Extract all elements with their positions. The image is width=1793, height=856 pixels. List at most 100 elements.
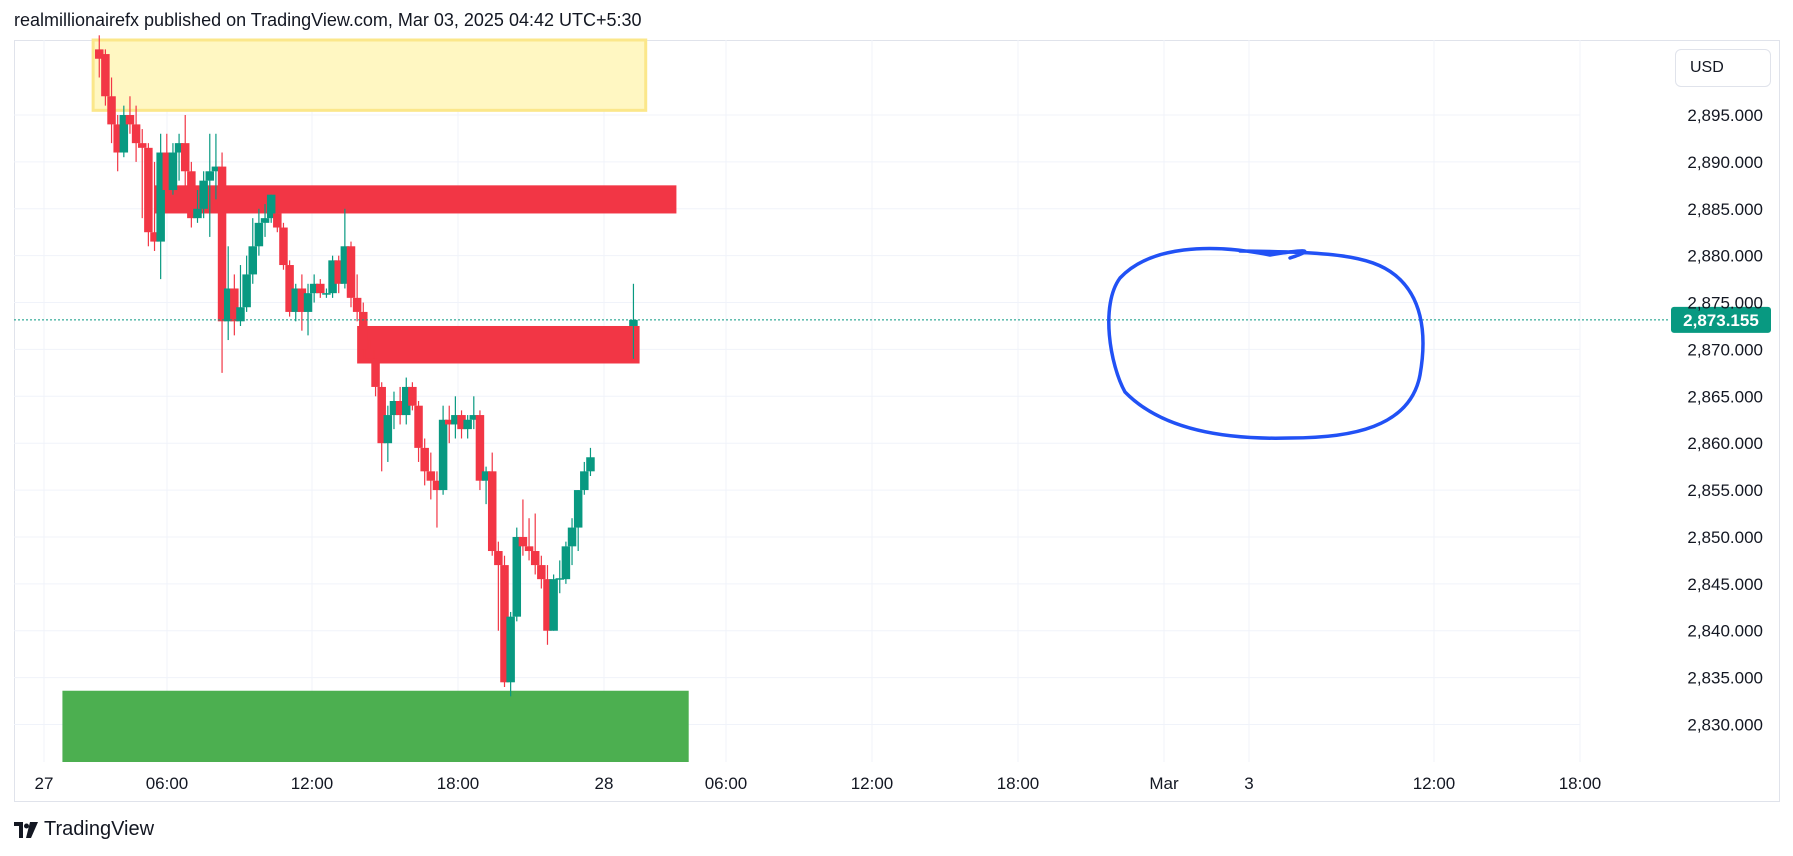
publisher-line: realmillionairefx published on TradingVi… <box>14 10 642 30</box>
candle-body <box>187 171 196 219</box>
candle-body <box>340 246 350 284</box>
x-tick-label: 27 <box>35 774 54 793</box>
candle-body <box>242 274 251 308</box>
x-tick-label: 28 <box>595 774 614 793</box>
candle-body <box>266 194 276 219</box>
candle-body <box>285 265 294 312</box>
candle-body <box>119 115 129 153</box>
candle-body <box>469 415 479 420</box>
candle-body <box>150 232 159 242</box>
candle-body <box>168 152 178 191</box>
candle-body <box>334 260 343 284</box>
x-tick-label: 12:00 <box>851 774 894 793</box>
candle-body <box>567 527 577 547</box>
candle-body <box>549 579 558 631</box>
candle-body <box>506 616 515 683</box>
candle-body <box>494 551 503 566</box>
candle-body <box>629 319 638 326</box>
candle-body <box>383 415 393 444</box>
candle-body <box>217 166 227 322</box>
candle-body <box>174 143 184 153</box>
y-tick-label: 2,860.000 <box>1687 434 1763 453</box>
y-tick-label: 2,865.000 <box>1687 387 1763 406</box>
candle-body <box>352 297 362 312</box>
x-tick-label: Mar <box>1149 774 1179 793</box>
y-tick-label: 2,850.000 <box>1687 528 1763 547</box>
candle-body <box>144 147 153 233</box>
candle-body <box>223 288 233 322</box>
candle-body <box>537 565 546 580</box>
candle-body <box>395 401 405 416</box>
candle-body <box>365 349 374 359</box>
candle-body <box>475 415 485 481</box>
y-tick-label: 2,880.000 <box>1687 247 1763 266</box>
candle-body <box>273 213 282 228</box>
candle-body <box>131 124 141 144</box>
y-tick-label: 2,890.000 <box>1687 153 1763 172</box>
candle-body <box>328 260 337 294</box>
candle-body <box>180 143 190 172</box>
candle-body <box>438 419 448 491</box>
candle-body <box>359 311 368 350</box>
candle-body <box>260 218 270 223</box>
grid <box>14 40 1581 762</box>
candle-body <box>95 49 104 59</box>
candle-body <box>156 152 165 242</box>
x-tick-label: 3 <box>1244 774 1253 793</box>
candle-body <box>291 288 300 312</box>
candle-body <box>530 551 540 566</box>
candle-body <box>512 536 522 617</box>
candle-body <box>402 386 411 416</box>
currency-label: USD <box>1690 59 1724 76</box>
candle-body <box>481 471 491 481</box>
x-tick-label: 06:00 <box>146 774 189 793</box>
annotation-circle <box>1107 246 1425 440</box>
candle-body <box>101 54 110 97</box>
candle-body <box>137 143 147 148</box>
candle-body <box>451 415 460 425</box>
candle-body <box>561 546 571 580</box>
currency-selector[interactable]: USD <box>1675 49 1771 87</box>
candle-body <box>303 293 313 312</box>
candle-body <box>543 579 552 631</box>
candle-body <box>107 96 116 125</box>
tradingview-icon <box>14 821 38 838</box>
candle-body <box>322 293 331 295</box>
candle-body <box>162 152 172 191</box>
candle-body <box>463 419 472 430</box>
candle-body <box>573 490 583 528</box>
chart-frame[interactable] <box>14 40 1780 802</box>
candle-body <box>113 124 122 153</box>
candle-body <box>408 386 417 406</box>
candle-body <box>555 578 565 580</box>
candle-body <box>236 307 245 322</box>
candle-body <box>248 246 258 275</box>
tradingview-logo[interactable]: TradingView <box>14 818 154 841</box>
y-tick-label: 2,895.000 <box>1687 106 1763 125</box>
candle-body <box>297 288 307 312</box>
candle-body <box>309 283 319 294</box>
y-tick-label: 2,845.000 <box>1687 575 1763 594</box>
candle-body <box>205 171 215 181</box>
candle-body <box>279 227 288 266</box>
candle-body <box>432 480 442 491</box>
candle-body <box>487 471 497 552</box>
candle-body <box>125 115 135 125</box>
y-tick-label: 2,835.000 <box>1687 669 1763 688</box>
candle-body <box>524 546 534 552</box>
candle-body <box>426 471 436 481</box>
x-tick-label: 06:00 <box>705 774 748 793</box>
zone-demand <box>62 690 689 762</box>
last-price-label: 2,873.155 <box>1683 311 1759 330</box>
candle-body <box>316 283 325 294</box>
x-tick-label: 12:00 <box>291 774 334 793</box>
axes: 2,830.000 2,835.000 2,840.000 2,845.000 2,85… <box>35 106 1763 793</box>
y-tick-label: 2,870.000 <box>1687 340 1763 359</box>
zone-supply-upper <box>154 185 677 214</box>
candle-body <box>371 358 380 387</box>
candle-body <box>457 415 466 430</box>
candle-body <box>389 401 399 416</box>
candle-body <box>199 180 208 209</box>
zone-highlight <box>91 38 648 112</box>
